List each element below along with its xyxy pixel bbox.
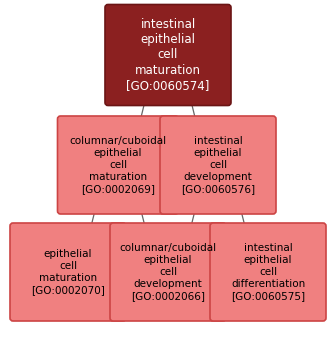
Text: intestinal
epithelial
cell
maturation
[GO:0060574]: intestinal epithelial cell maturation [G… <box>126 17 210 92</box>
Text: columnar/cuboidal
epithelial
cell
maturation
[GO:0002069]: columnar/cuboidal epithelial cell matura… <box>70 136 167 194</box>
Text: intestinal
epithelial
cell
development
[GO:0060576]: intestinal epithelial cell development [… <box>181 136 255 194</box>
Text: columnar/cuboidal
epithelial
cell
development
[GO:0002066]: columnar/cuboidal epithelial cell develo… <box>119 243 217 301</box>
Text: epithelial
cell
maturation
[GO:0002070]: epithelial cell maturation [GO:0002070] <box>31 249 105 295</box>
FancyBboxPatch shape <box>210 223 326 321</box>
FancyBboxPatch shape <box>160 116 276 214</box>
FancyBboxPatch shape <box>105 4 231 105</box>
FancyBboxPatch shape <box>57 116 178 214</box>
Text: intestinal
epithelial
cell
differentiation
[GO:0060575]: intestinal epithelial cell differentiati… <box>231 243 305 301</box>
FancyBboxPatch shape <box>10 223 126 321</box>
FancyBboxPatch shape <box>110 223 226 321</box>
